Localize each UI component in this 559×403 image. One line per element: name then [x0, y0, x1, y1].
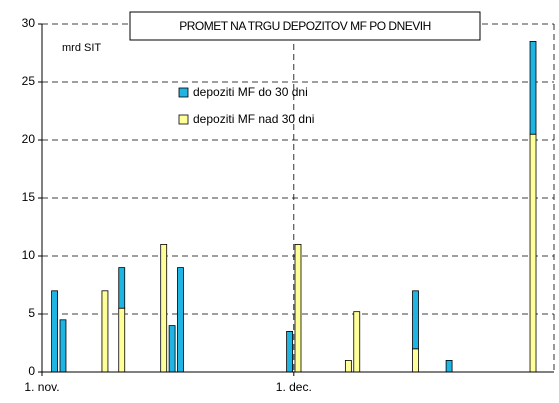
bar-segment: [286, 330, 294, 373]
y-tick-label: 10: [22, 248, 36, 262]
bar-segment: [412, 290, 419, 350]
bar-segment: [118, 307, 126, 373]
title-box: [129, 11, 481, 41]
y-tick-label: 15: [22, 190, 36, 204]
y-tick-label: 30: [22, 16, 36, 30]
x-tick-label: 1. nov.: [24, 380, 59, 394]
y-tick-label: 25: [22, 74, 36, 88]
legend-label: depoziti MF do 30 dni: [193, 85, 308, 99]
bar-segment: [177, 267, 184, 373]
bar-segment: [168, 325, 176, 373]
legend-label: depoziti MF nad 30 dni: [193, 112, 314, 126]
bar-segment: [118, 267, 126, 309]
x-tick-label: 1. dec.: [276, 380, 312, 394]
bar-segment: [160, 243, 168, 373]
legend-swatch: [178, 87, 189, 98]
bar-segment: [344, 359, 352, 373]
y-axis-unit: mrd SIT: [62, 42, 101, 54]
bar-segment: [353, 311, 361, 373]
bar-segment: [529, 133, 537, 373]
y-tick-label: 20: [22, 132, 36, 146]
bar-segment: [412, 348, 419, 373]
legend-swatch: [178, 114, 189, 125]
bar-segment: [445, 359, 453, 373]
y-tick-label: 0: [28, 364, 35, 378]
bar-segment: [51, 290, 58, 373]
bar-segment: [529, 41, 537, 135]
bar-segment: [101, 290, 109, 373]
bar-segment: [294, 243, 302, 373]
y-tick-label: 5: [28, 306, 35, 320]
bar-segment: [59, 319, 67, 373]
chart-title: PROMET NA TRGU DEPOZITOV MF PO DNEVIH: [179, 19, 431, 33]
